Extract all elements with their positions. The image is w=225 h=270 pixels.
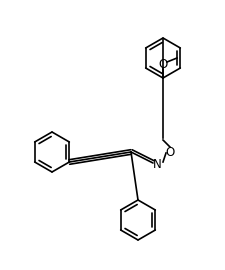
Text: O: O: [158, 59, 168, 72]
Text: O: O: [165, 146, 175, 158]
Text: N: N: [153, 157, 161, 170]
